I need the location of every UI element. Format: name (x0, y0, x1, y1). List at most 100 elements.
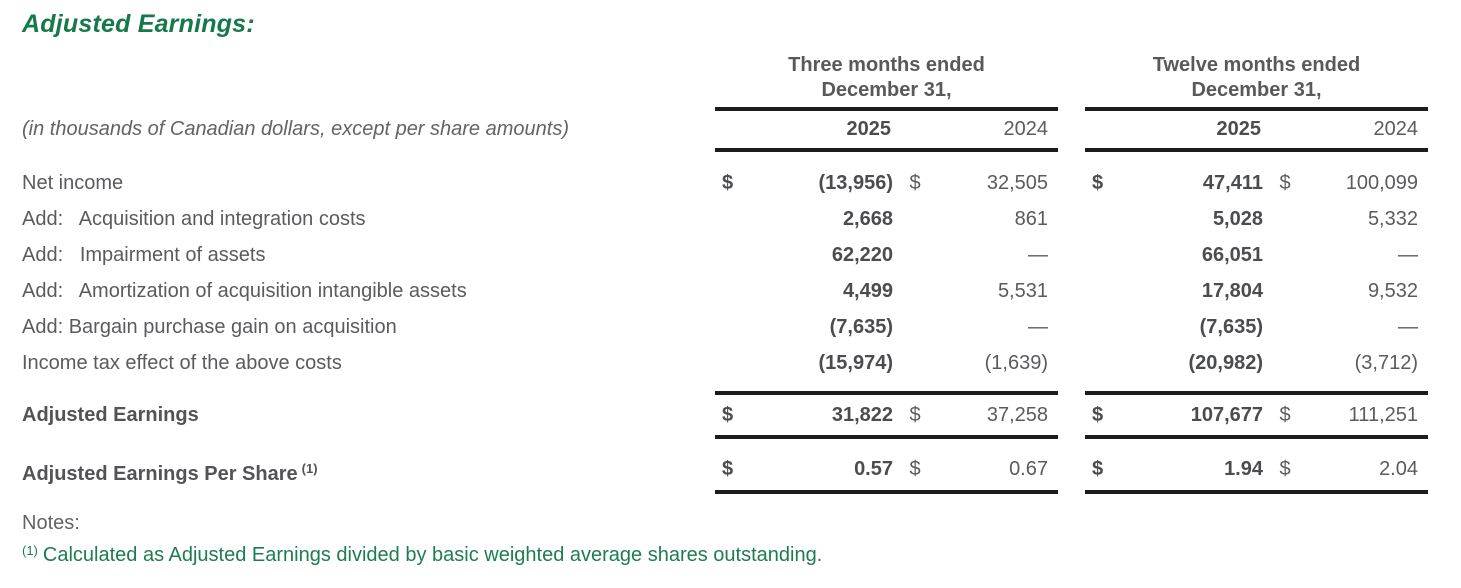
table-row: Add: Bargain purchase gain on acquisitio… (22, 309, 1461, 345)
dollar-sign (715, 201, 745, 237)
value-cell: (7,635) (1199, 316, 1263, 338)
value-cell: 1.94 (1115, 454, 1265, 494)
dollar-sign: $ (1265, 454, 1305, 494)
column-gap (1058, 345, 1085, 381)
value-cell: 5,531 (997, 280, 1048, 302)
col-group-twelve-months: Twelve months ended December 31, (1085, 53, 1428, 111)
column-group-header-row: Three months ended December 31, Twelve m… (22, 53, 1461, 111)
dollar-sign (715, 273, 745, 309)
row-label-text: Add: Acquisition and integration costs (22, 208, 366, 230)
value-cell: 5,332 (1367, 208, 1418, 230)
row-label: Net income (22, 165, 715, 201)
dollar-sign (1265, 309, 1305, 345)
row-label: Add: Bargain purchase gain on acquisitio… (22, 309, 715, 345)
table-header: Three months ended December 31, Twelve m… (22, 53, 1461, 152)
footnote-text: Calculated as Adjusted Earnings divided … (42, 544, 823, 566)
dollar-sign: $ (1265, 391, 1305, 439)
value-cell: 2.04 (1305, 454, 1428, 494)
value-cell: (13,956) (818, 172, 894, 194)
col-group-line2: December 31, (821, 79, 952, 101)
dollar-sign (895, 201, 935, 237)
table-body: Net income $ (13,956) $32,505 $47,411 $100,09… (22, 152, 1461, 494)
value-cell: — (1028, 316, 1048, 338)
units-note: (in thousands of Canadian dollars, excep… (22, 118, 569, 140)
dollar-sign: $ (1085, 391, 1115, 439)
dollar-sign (895, 309, 935, 345)
footnote-marker: (1) (22, 543, 38, 558)
column-gap (1058, 201, 1085, 237)
dollar-sign: $ (722, 172, 734, 194)
column-gap (1058, 237, 1085, 273)
year-2024-col: 2024 (895, 111, 1058, 152)
year-2025-col: 2025 (1085, 111, 1265, 152)
dollar-sign (895, 237, 935, 273)
dollar-sign: $ (909, 172, 921, 194)
value-cell: 66,051 (1201, 244, 1263, 266)
value-cell: — (1028, 244, 1048, 266)
value-cell: (20,982) (1188, 352, 1264, 374)
dollar-sign: $ (715, 454, 745, 494)
dollar-sign (1265, 273, 1305, 309)
dollar-sign (1085, 345, 1115, 381)
table-row: Add: Acquisition and integration costs 2,… (22, 201, 1461, 237)
footnote-reference: (1) (301, 461, 318, 476)
value-cell: 111,251 (1305, 391, 1428, 439)
row-label-text: Income tax effect of the above costs (22, 352, 342, 374)
value-cell: 9,532 (1367, 280, 1418, 302)
footnote-1: (1) Calculated as Adjusted Earnings divid… (22, 543, 1461, 567)
adjusted-earnings-page: Adjusted Earnings: Three months ended De… (22, 10, 1461, 567)
value-cell: 0.67 (935, 454, 1058, 494)
dollar-sign: $ (1279, 172, 1291, 194)
row-label: Add: Acquisition and integration costs (22, 201, 715, 237)
page-title: Adjusted Earnings: (22, 10, 255, 38)
dollar-sign (1265, 237, 1305, 273)
dollar-sign (1085, 273, 1115, 309)
column-gap (1058, 273, 1085, 309)
dollar-sign (1085, 237, 1115, 273)
dollar-sign (1085, 201, 1115, 237)
col-group-line1: Three months ended (788, 54, 985, 76)
value-cell: 37,258 (935, 391, 1058, 439)
dollar-sign: $ (715, 391, 745, 439)
table-row: Income tax effect of the above costs (15,… (22, 345, 1461, 381)
value-cell: 47,411 (1202, 172, 1263, 194)
column-gap (1058, 309, 1085, 345)
value-cell: (7,635) (829, 316, 893, 338)
value-cell: 31,822 (745, 391, 895, 439)
year-2025-col: 2025 (715, 111, 895, 152)
table-row: Adjusted Earnings Per Share (1) $0.57 $0.67… (22, 454, 1461, 494)
value-cell: 100,099 (1345, 172, 1418, 194)
dollar-sign (715, 345, 745, 381)
value-cell: 107,677 (1115, 391, 1265, 439)
dollar-sign (895, 345, 935, 381)
dollar-sign (715, 309, 745, 345)
row-label-text: Adjusted Earnings Per Share (22, 463, 298, 485)
row-label: Add: Impairment of assets (22, 237, 715, 273)
notes-heading: Notes: (22, 512, 80, 534)
value-cell: 62,220 (831, 244, 893, 266)
year-2024-col: 2024 (1265, 111, 1428, 152)
table-row: Add: Impairment of assets 62,220 — 66,051 — (22, 237, 1461, 273)
value-cell: 2,668 (842, 208, 893, 230)
row-label-text: Adjusted Earnings (22, 404, 199, 426)
dollar-sign: $ (895, 391, 935, 439)
value-cell: 32,505 (986, 172, 1048, 194)
value-cell: 5,028 (1212, 208, 1263, 230)
dollar-sign (1265, 345, 1305, 381)
dollar-sign (1085, 309, 1115, 345)
row-label: Income tax effect of the above costs (22, 345, 715, 381)
col-group-line1: Twelve months ended (1152, 54, 1361, 76)
value-cell: — (1398, 316, 1418, 338)
row-label: Add: Amortization of acquisition intangi… (22, 273, 715, 309)
dollar-sign: $ (895, 454, 935, 494)
notes-section: Notes: (1) Calculated as Adjusted Earning… (22, 512, 1461, 567)
table-row: Add: Amortization of acquisition intangi… (22, 273, 1461, 309)
row-label: Adjusted Earnings Per Share (1) (22, 454, 715, 494)
row-label-text: Net income (22, 172, 124, 194)
col-group-line2: December 31, (1191, 79, 1322, 101)
table-row: Adjusted Earnings $31,822 $37,258 $107,677 $… (22, 391, 1461, 439)
dollar-sign: $ (1092, 172, 1104, 194)
table-row: Net income $ (13,956) $32,505 $47,411 $100,09… (22, 165, 1461, 201)
value-cell: (3,712) (1354, 352, 1418, 374)
value-cell: 4,499 (842, 280, 893, 302)
